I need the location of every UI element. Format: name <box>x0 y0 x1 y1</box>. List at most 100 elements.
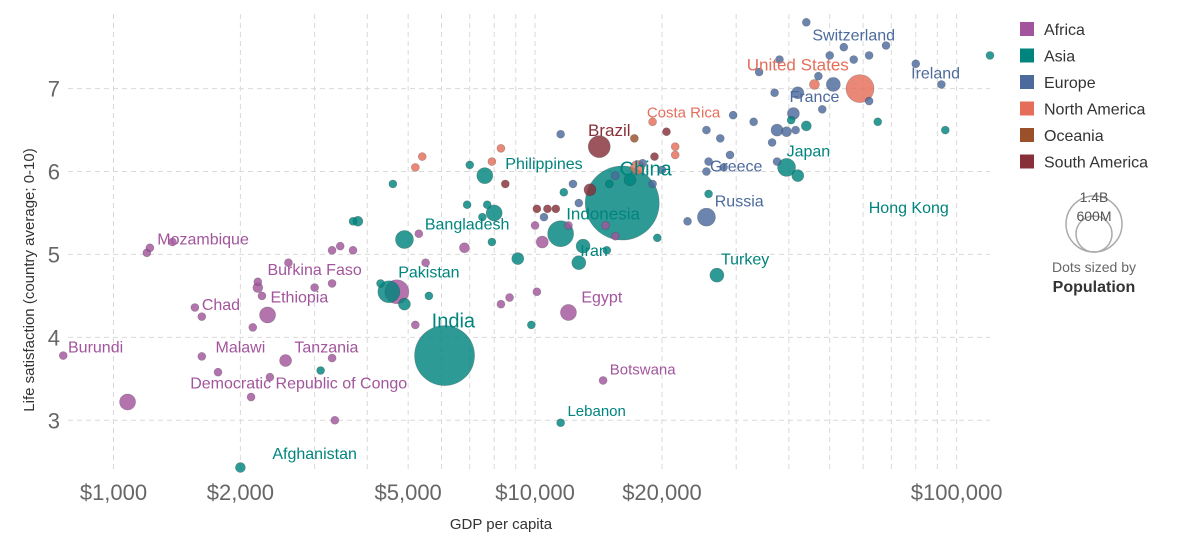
country-label: Chad <box>202 297 240 314</box>
legend-swatch <box>1020 128 1034 142</box>
data-point <box>801 120 812 132</box>
country-label: Pakistan <box>398 265 459 282</box>
axis-ticks: 3 4 5 6 7 $1,000 $2,000 $5,000 $10,000 $20,000 $10… <box>48 77 1003 505</box>
size-legend-value-small: 600M <box>1076 208 1111 224</box>
data-point <box>653 233 662 243</box>
data-point <box>560 304 577 321</box>
data-point <box>327 279 337 288</box>
data-point <box>388 179 398 189</box>
country-label: Brazil <box>588 121 631 140</box>
data-point <box>985 51 995 60</box>
x-tick-label: $100,000 <box>911 480 1003 505</box>
data-point <box>781 126 792 138</box>
y-tick-label: 5 <box>48 242 60 267</box>
data-point <box>670 142 680 151</box>
data-point <box>725 150 735 160</box>
size-legend-small-circle <box>1075 215 1113 253</box>
country-label: Burundi <box>68 339 123 356</box>
country-label: Lebanon <box>567 403 625 420</box>
data-point <box>213 367 223 377</box>
data-point <box>719 163 728 172</box>
data-point <box>535 235 549 249</box>
data-point <box>478 212 487 222</box>
country-labels: Switzerland United States Ireland France Cos… <box>68 28 960 464</box>
data-point <box>327 245 337 255</box>
data-point <box>279 354 292 367</box>
data-point <box>284 258 293 268</box>
data-point <box>246 392 256 402</box>
data-point <box>145 243 155 253</box>
data-point <box>253 277 263 287</box>
data-point <box>728 110 738 120</box>
data-point <box>786 115 796 125</box>
data-point <box>683 216 692 226</box>
country-label: France <box>790 89 840 106</box>
x-tick-label: $10,000 <box>495 480 575 505</box>
data-point <box>845 74 875 103</box>
data-point <box>709 267 725 283</box>
data-point <box>316 366 325 375</box>
data-point <box>670 150 680 160</box>
y-tick-label: 6 <box>48 160 60 185</box>
data-point <box>817 105 827 114</box>
country-label: Bangladesh <box>425 217 510 234</box>
country-label: Hong Kong <box>869 200 949 217</box>
data-point <box>601 221 610 230</box>
data-point <box>265 372 275 382</box>
x-tick-label: $20,000 <box>622 480 702 505</box>
data-point <box>881 41 891 50</box>
data-point <box>704 189 713 199</box>
legend: Africa Asia Europe North America Oceania Sout… <box>1020 22 1148 172</box>
data-point <box>702 167 711 176</box>
legend-label: Africa <box>1044 22 1085 39</box>
data-point <box>704 157 713 166</box>
y-axis-title: Life satisfaction (country average; 0-10… <box>21 148 38 411</box>
data-point <box>574 198 584 208</box>
data-point <box>610 171 620 180</box>
country-label: Iran <box>580 243 608 260</box>
data-point <box>864 51 874 60</box>
data-point <box>702 125 711 135</box>
data-point <box>584 165 660 241</box>
data-point <box>873 117 883 127</box>
country-label: Japan <box>787 144 831 161</box>
data-point <box>335 241 345 251</box>
country-label: Indonesia <box>566 205 640 224</box>
country-label: Tanzania <box>294 339 358 356</box>
legend-label: Oceania <box>1044 128 1104 145</box>
data-point <box>911 59 921 69</box>
data-point <box>511 252 525 265</box>
x-tick-label: $2,000 <box>207 480 274 505</box>
data-point <box>421 258 430 268</box>
data-point <box>476 167 494 184</box>
y-tick-label: 4 <box>48 325 60 350</box>
data-point <box>395 230 414 249</box>
data-point <box>604 179 614 189</box>
legend-label: North America <box>1044 102 1145 119</box>
y-tick-label: 7 <box>48 77 60 102</box>
size-legend-value-big: 1.4B <box>1080 189 1109 205</box>
data-point <box>58 351 68 360</box>
data-point <box>527 320 536 330</box>
data-point <box>662 127 671 137</box>
data-point <box>770 88 779 98</box>
data-point <box>568 179 578 189</box>
data-point <box>650 152 659 161</box>
data-point <box>376 279 385 288</box>
data-point <box>630 134 639 143</box>
data-point <box>802 17 811 27</box>
data-point <box>791 169 805 182</box>
data-point <box>849 55 859 64</box>
data-point <box>583 183 597 197</box>
data-point <box>462 200 472 209</box>
size-legend-title: Dots sized by <box>1052 259 1136 275</box>
legend-swatch <box>1020 101 1034 116</box>
data-point <box>598 376 608 385</box>
data-point <box>772 157 782 166</box>
data-point <box>119 393 136 411</box>
data-point <box>310 283 319 292</box>
data-point <box>539 212 549 222</box>
data-point <box>587 135 611 158</box>
country-label: Russia <box>715 193 764 210</box>
legend-swatch <box>1020 22 1034 36</box>
